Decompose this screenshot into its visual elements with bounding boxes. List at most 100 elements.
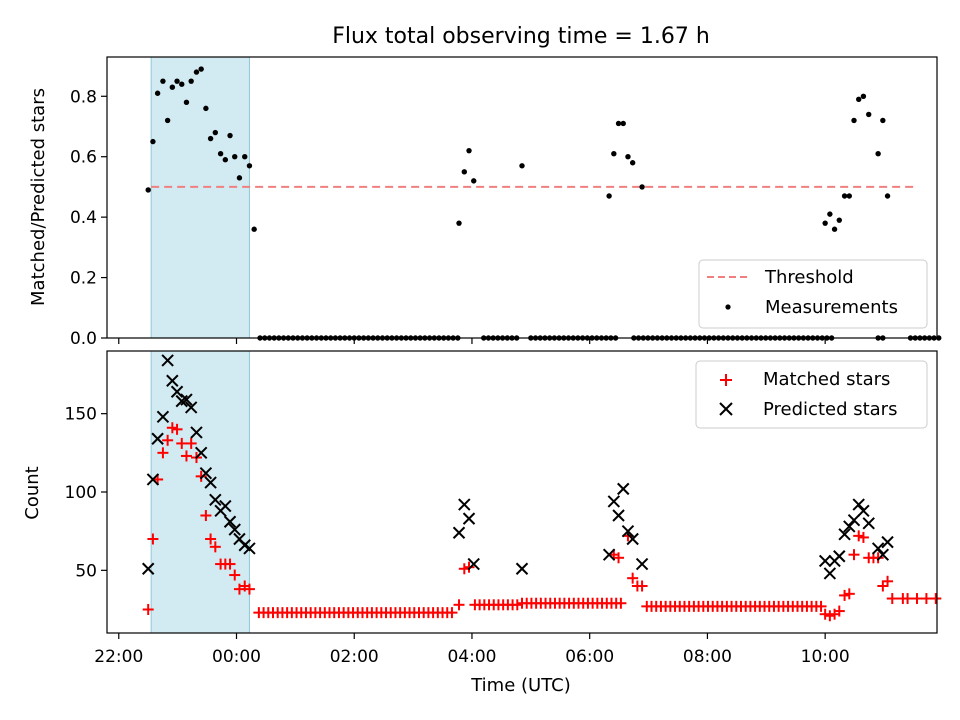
top-x-axis [118, 338, 826, 344]
y-tick-label: 0.6 [70, 148, 97, 168]
y-tick-label: 0.8 [70, 87, 97, 107]
matched-star-point [166, 422, 178, 434]
top-y-axis: 0.0 0.2 0.4 0.6 0.8 [70, 87, 107, 349]
measurement-point [242, 154, 248, 160]
measurement-points [145, 66, 942, 341]
matched-star-point [176, 437, 188, 449]
measurement-point [212, 129, 219, 136]
predicted-star-point [862, 517, 875, 530]
matched-star-point [872, 552, 884, 564]
observing-window-highlight [150, 56, 250, 339]
measurement-point [251, 226, 257, 232]
x-tick-label: 06:00 [565, 647, 614, 667]
x-tick-label: 00:00 [212, 647, 261, 667]
matched-star-point [848, 549, 860, 561]
bottom-x-axis: 22:00 00:00 02:00 04:00 06:00 08:00 10:00 [94, 633, 850, 667]
measurement-point [154, 90, 161, 96]
measurement-point [846, 193, 852, 199]
matched-star-point [185, 437, 197, 449]
measurement-point [188, 78, 194, 84]
matched-star-point [920, 593, 932, 605]
x-tick-label: 10:00 [801, 647, 850, 667]
bottom-y-axis-label: Count [22, 466, 43, 519]
measurement-point [625, 154, 631, 160]
top-legend: Threshold Measurements [698, 259, 928, 329]
predicted-star-point [626, 532, 639, 546]
predicted-star-point [621, 524, 635, 538]
predicted-star-point [818, 554, 832, 568]
x-axis-label: Time (UTC) [470, 675, 571, 696]
measurement-point [880, 117, 886, 124]
predicted-star-point [223, 515, 237, 528]
measurement-point [227, 132, 233, 139]
matched-star-point [853, 530, 865, 542]
predicted-star-point [219, 499, 232, 513]
bottom-legend-box [695, 360, 928, 429]
matched-star-point [453, 599, 465, 611]
measurement-point [822, 220, 828, 226]
measurement-point [875, 150, 881, 157]
y-tick-label: 0.2 [70, 269, 97, 289]
predicted-star-point [462, 512, 476, 525]
matched-star-point [615, 597, 627, 609]
matched-star-point [511, 599, 523, 611]
predicted-star-point [156, 410, 170, 424]
predicted-star-point [151, 432, 164, 445]
measurement-point [164, 117, 171, 124]
matched-star-point [142, 604, 154, 615]
measurement-point [236, 175, 243, 181]
predicted-star-point [876, 548, 890, 561]
legend-measurements-swatch [725, 304, 731, 310]
y-tick-label: 0.4 [70, 208, 97, 228]
measurement-point [174, 78, 180, 84]
matched-star-point [882, 575, 894, 587]
matched-star-point [930, 593, 942, 605]
measurement-point [471, 178, 477, 184]
predicted-star-point [847, 513, 861, 527]
matched-star-point [157, 447, 169, 459]
measurement-point [183, 99, 190, 106]
measurement-point [203, 105, 209, 112]
matched-star-point [839, 589, 851, 601]
predicted-star-point [194, 446, 208, 460]
y-tick-label: 50 [75, 561, 97, 581]
predicted-star-point [452, 526, 466, 539]
predicted-star-point [823, 567, 837, 580]
legend-matched-label: Matched stars [763, 369, 890, 390]
measurement-point [639, 184, 645, 190]
predicted-star-point [141, 562, 155, 575]
measurement-point [860, 93, 867, 99]
legend-measurements-label: Measurements [765, 297, 898, 318]
x-tick-label: 22:00 [94, 647, 143, 667]
matched-star-point [877, 580, 889, 592]
predicted-star-point [602, 548, 616, 561]
measurement-point [193, 69, 200, 75]
chart-title: Flux total observing time = 1.67 h [332, 24, 710, 49]
measurement-point [856, 96, 862, 103]
y-tick-label: 100 [65, 483, 97, 503]
predicted-star-point [170, 385, 184, 398]
predicted-star-point [199, 466, 213, 480]
measurement-point [615, 120, 622, 127]
top-plot-frame [106, 56, 938, 339]
top-legend-box [698, 259, 928, 329]
matched-star-point [463, 561, 475, 573]
matched-star-point [195, 470, 207, 482]
matched-star-point [205, 533, 217, 545]
measurement-point [827, 211, 833, 217]
measurement-point [851, 117, 857, 124]
measurement-point [150, 138, 156, 145]
predicted-star-point [146, 473, 160, 486]
matched-star-point [833, 605, 845, 617]
x-tick-label: 08:00 [683, 647, 732, 667]
predicted-star-point [180, 393, 193, 406]
matched-star-point [229, 569, 241, 581]
panel-counts: 50 100 150 22:00 00:00 02:00 04:00 06:00 08:00 1… [22, 350, 942, 696]
measurement-point [169, 84, 176, 90]
measurement-point [160, 78, 166, 84]
predicted-star-point [833, 550, 846, 563]
predicted-star-point [843, 520, 856, 533]
measurement-point [466, 147, 472, 154]
panel-ratio: 0.00.20.40.60.8 Matched/Predicted stars … [28, 56, 942, 349]
